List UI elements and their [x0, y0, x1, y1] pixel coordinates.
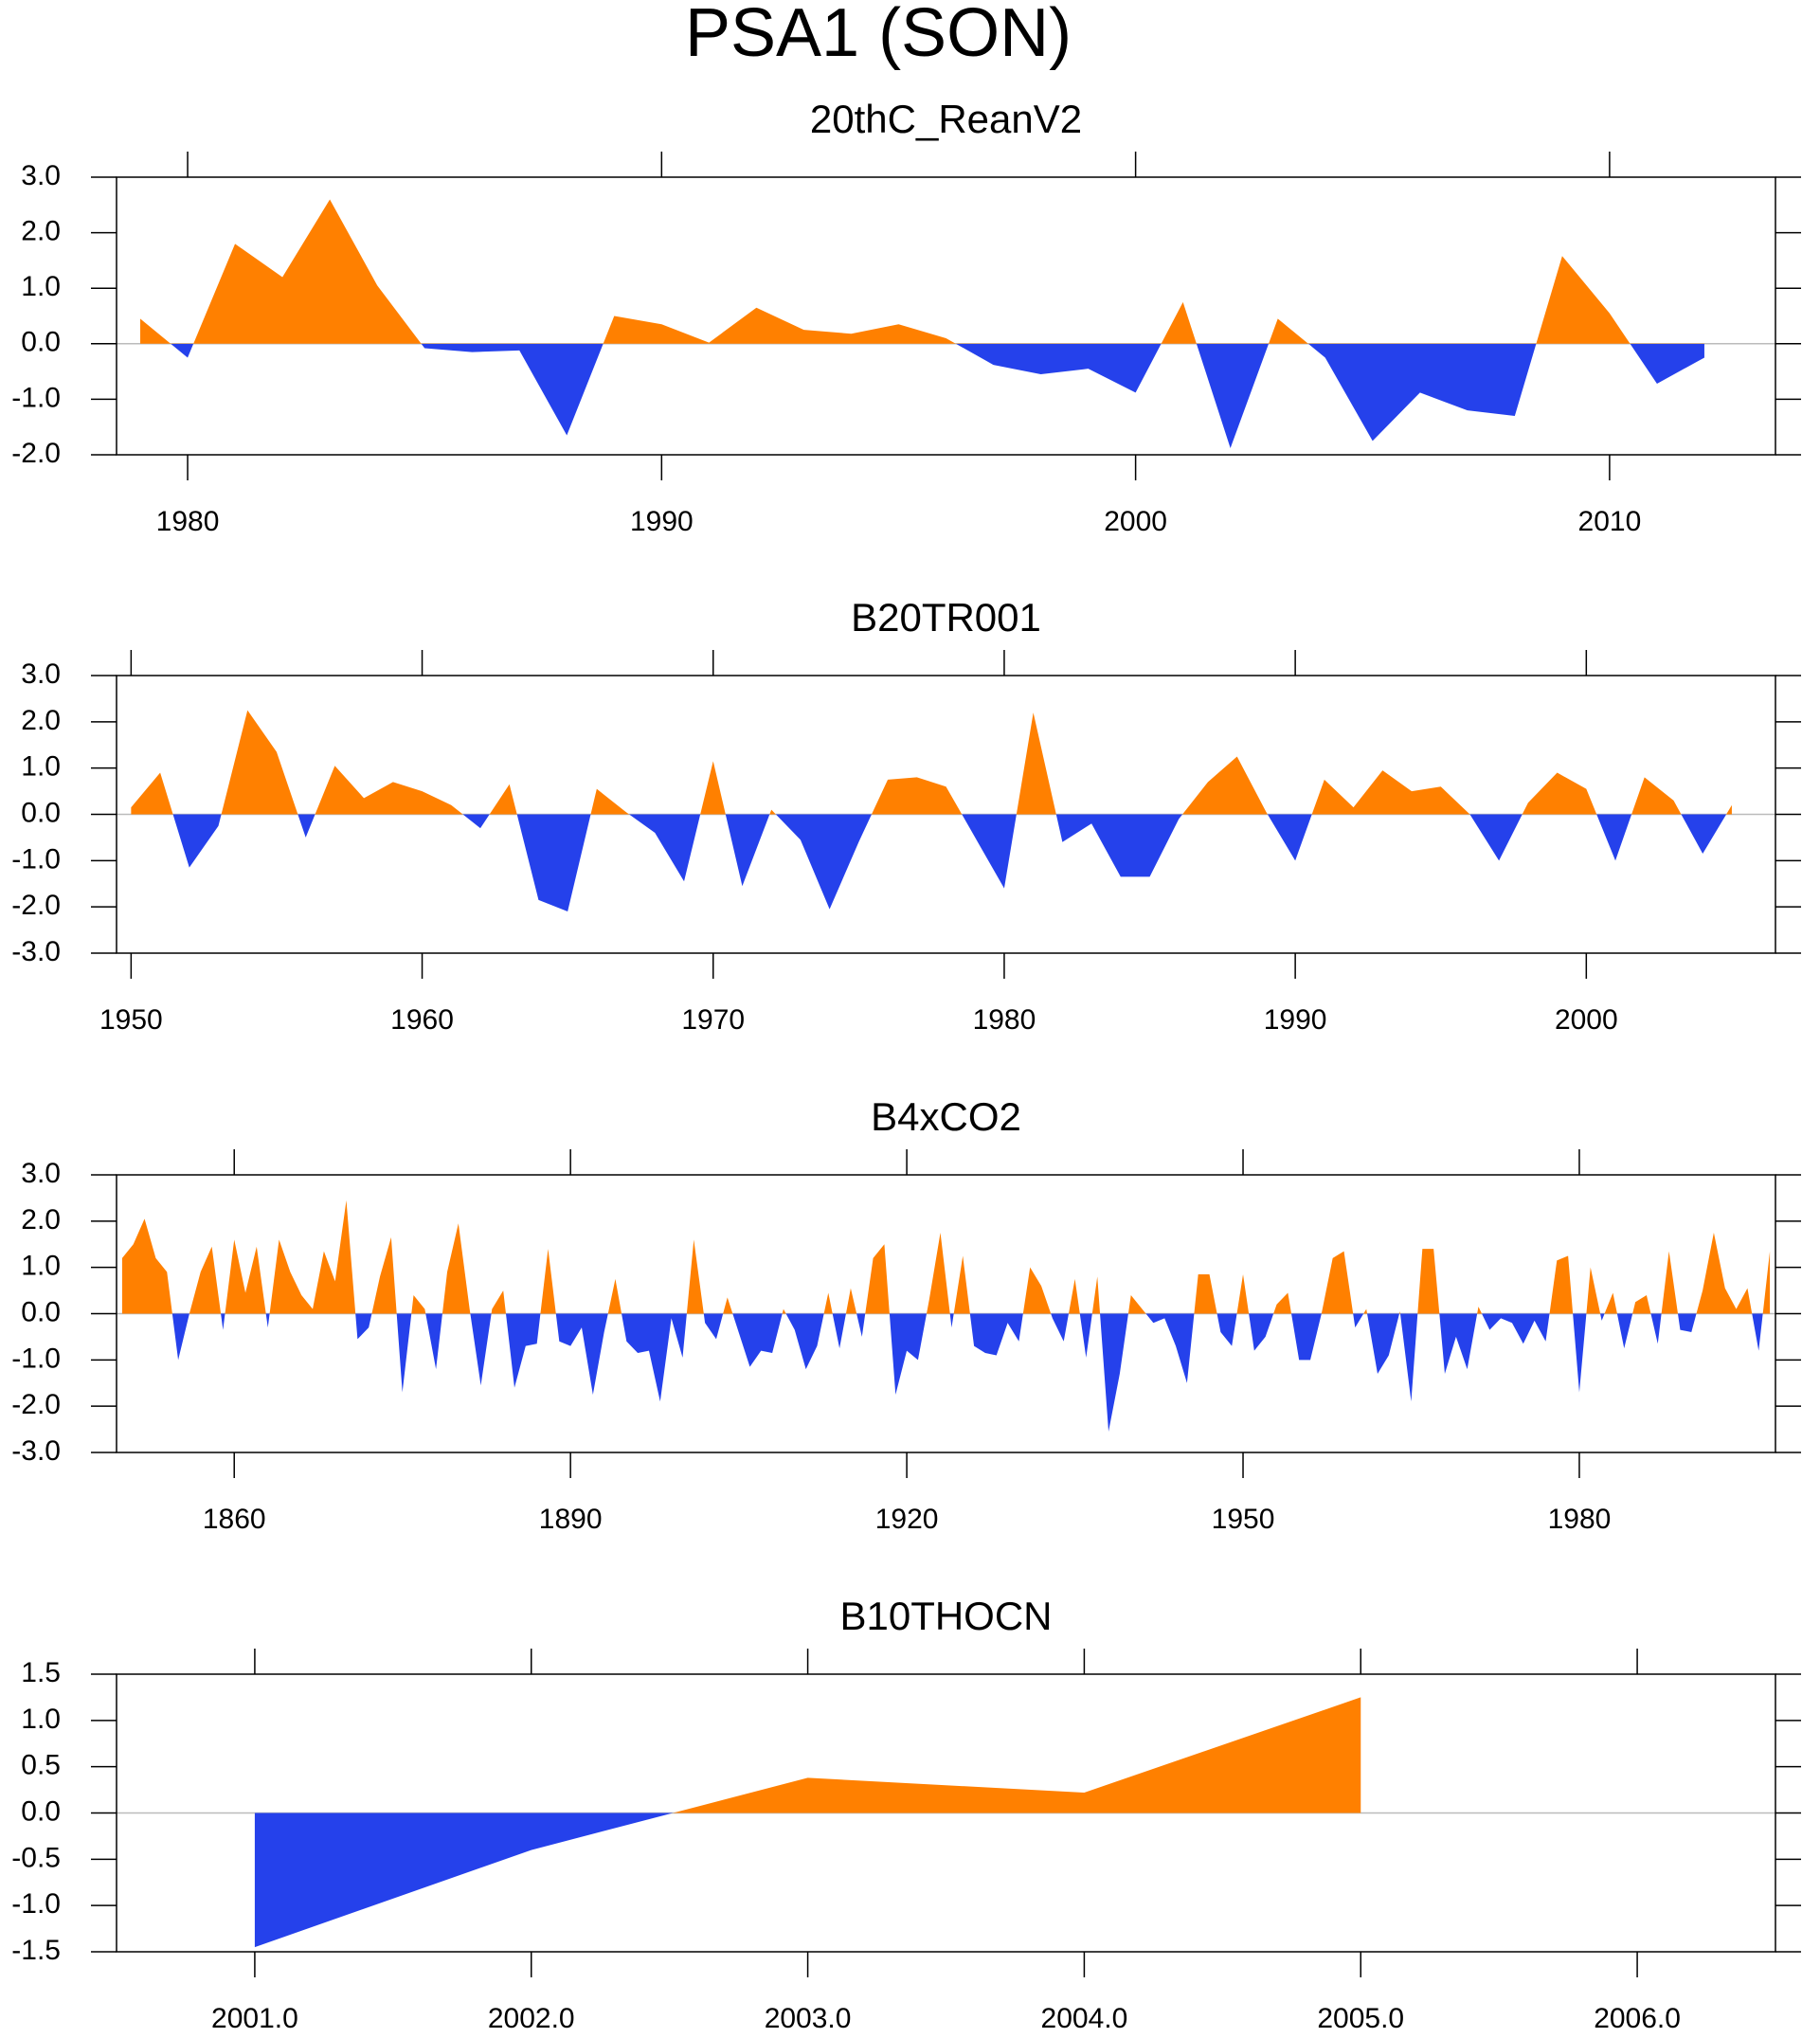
x-tick-label: 2010: [1578, 506, 1642, 537]
y-tick-label: -2.0: [11, 890, 61, 921]
x-tick-label: 1980: [1548, 1504, 1612, 1535]
x-tick-label: 1970: [681, 1004, 745, 1036]
y-tick-label: 3.0: [21, 160, 61, 191]
y-tick-label: 1.0: [21, 271, 61, 302]
y-tick-label: 1.0: [21, 1251, 61, 1282]
x-tick-label: 1980: [156, 506, 220, 537]
panel-title: B4xCO2: [871, 1094, 1021, 1139]
panel-title: B10THOCN: [839, 1594, 1052, 1638]
x-tick-label: 1950: [99, 1004, 163, 1036]
area: [254, 1697, 1361, 1948]
y-tick-label: 3.0: [21, 1158, 61, 1189]
panel-title: B20TR001: [851, 595, 1041, 640]
y-tick-label: 2.0: [21, 216, 61, 247]
x-tick-label: 1980: [973, 1004, 1036, 1036]
x-tick-label: 1950: [1212, 1504, 1275, 1535]
y-tick-label: -2.0: [11, 438, 61, 469]
y-tick-label: 0.0: [21, 1296, 61, 1327]
x-tick-label: 1890: [539, 1504, 603, 1535]
figure-title: PSA1 (SON): [685, 0, 1072, 71]
x-tick-label: 2005.0: [1317, 2003, 1404, 2034]
x-tick-label: 1960: [390, 1004, 454, 1036]
y-tick-label: 3.0: [21, 658, 61, 690]
y-tick-label: 2.0: [21, 705, 61, 736]
y-tick-label: 1.0: [21, 751, 61, 783]
x-tick-label: 1990: [1264, 1004, 1327, 1036]
x-tick-label: 1920: [875, 1504, 939, 1535]
x-tick-label: 2006.0: [1594, 2003, 1681, 2034]
y-tick-label: -1.5: [11, 1935, 61, 1966]
y-tick-label: 0.0: [21, 327, 61, 358]
y-tick-label: 1.5: [21, 1657, 61, 1688]
y-tick-label: -3.0: [11, 936, 61, 967]
y-tick-label: -3.0: [11, 1435, 61, 1467]
x-tick-label: 2003.0: [765, 2003, 852, 2034]
y-tick-label: 0.0: [21, 1795, 61, 1827]
y-tick-label: 0.5: [21, 1750, 61, 1781]
y-tick-label: -2.0: [11, 1389, 61, 1420]
y-tick-label: 0.0: [21, 797, 61, 828]
y-tick-label: -1.0: [11, 1343, 61, 1374]
x-tick-label: 2001.0: [211, 2003, 298, 2034]
y-tick-label: 2.0: [21, 1204, 61, 1235]
plot-frame: [116, 176, 1776, 456]
y-tick-label: -1.0: [11, 843, 61, 875]
area: [140, 199, 1704, 448]
y-tick-label: 1.0: [21, 1704, 61, 1735]
area: [121, 1199, 1771, 1433]
y-tick-label: -1.0: [11, 1888, 61, 1920]
x-tick-label: 2004.0: [1041, 2003, 1128, 2034]
y-tick-label: -1.0: [11, 382, 61, 413]
y-tick-label: -0.5: [11, 1842, 61, 1873]
x-tick-label: 2002.0: [488, 2003, 575, 2034]
x-tick-label: 1990: [630, 506, 694, 537]
x-tick-label: 2000: [1104, 506, 1167, 537]
panel-title: 20thC_ReanV2: [810, 97, 1082, 141]
x-tick-label: 1860: [203, 1504, 266, 1535]
area: [131, 710, 1732, 912]
x-tick-label: 2000: [1555, 1004, 1618, 1036]
